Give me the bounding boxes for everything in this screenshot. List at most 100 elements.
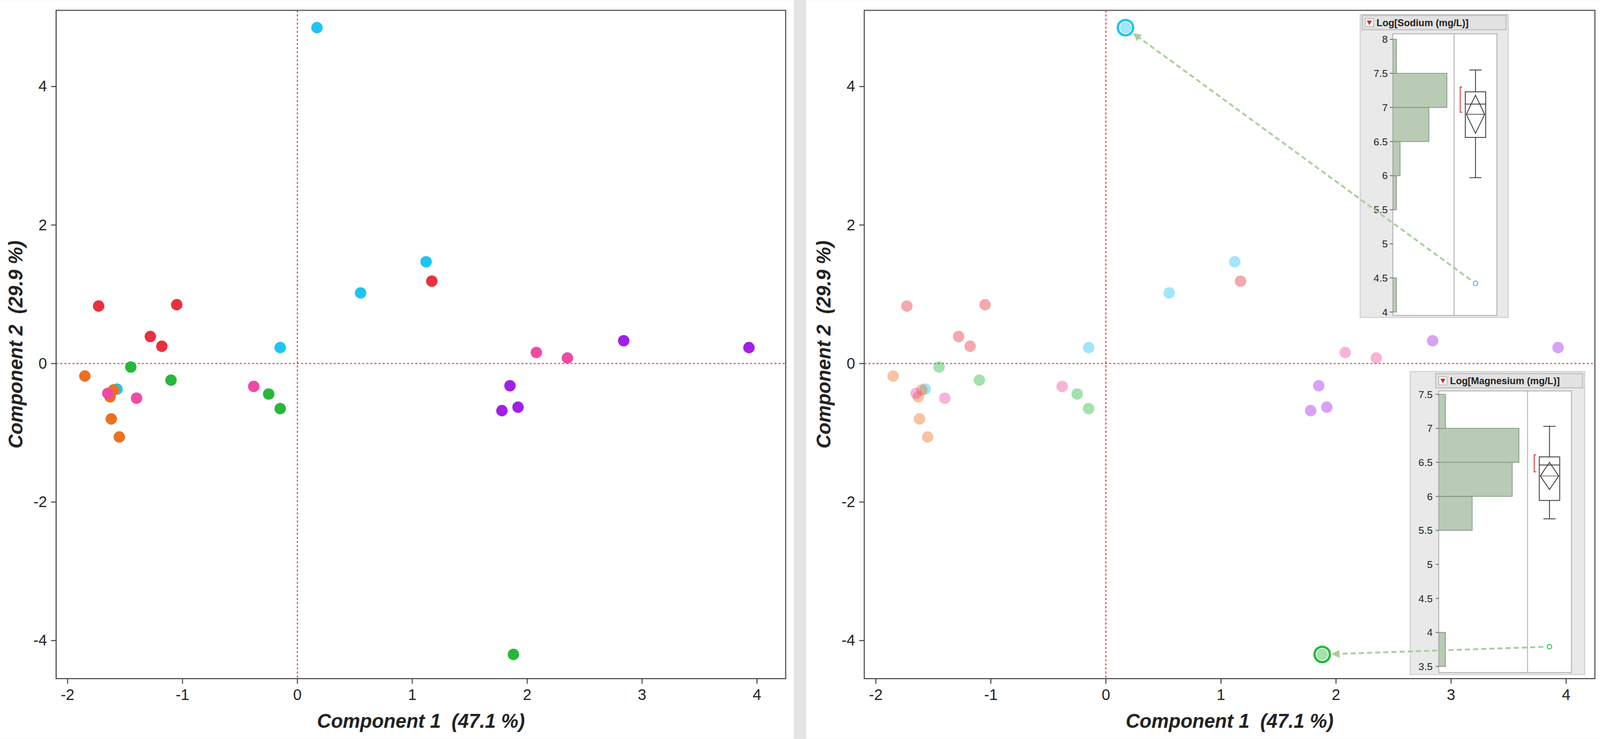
point	[901, 300, 913, 312]
point	[105, 413, 118, 425]
x-tick	[756, 678, 758, 685]
inset-divider	[1527, 391, 1529, 673]
whisker-cap	[1543, 518, 1556, 520]
y-tick	[1435, 632, 1440, 633]
y-tick-label: 6	[1381, 169, 1388, 182]
point	[1119, 21, 1131, 34]
y-tick	[1389, 141, 1394, 142]
box-outlier	[1547, 644, 1552, 649]
point	[425, 275, 438, 287]
inset-marks	[1438, 394, 1560, 667]
point	[910, 387, 922, 399]
point	[92, 300, 105, 312]
histogram-bar	[1438, 598, 1440, 633]
point	[913, 413, 926, 425]
mean-diamond	[1466, 95, 1485, 134]
x-tick-label: 3	[638, 686, 647, 704]
histogram-bar	[1392, 107, 1429, 142]
x-tick	[412, 678, 414, 685]
point	[973, 374, 985, 386]
reference-line	[1105, 10, 1107, 679]
y-tick	[859, 501, 865, 503]
whisker-cap	[1469, 69, 1482, 71]
point	[933, 361, 945, 373]
page: -2-101234-4-2024Component 1 (47.1 %)Comp…	[0, 0, 1600, 739]
highlighted-point	[1314, 646, 1331, 663]
box	[1539, 456, 1560, 501]
point	[144, 330, 157, 343]
y-tick	[1389, 106, 1394, 108]
x-tick-label: -2	[868, 686, 883, 704]
inset-title: Log[Sodium (mg/L)]	[1376, 17, 1469, 29]
point	[102, 387, 114, 399]
histogram-bar	[1392, 277, 1397, 313]
x-axis-title: Component 1 (47.1 %)	[1125, 710, 1334, 733]
histogram-bar	[1392, 175, 1397, 211]
y-tick-label: 7.5	[1373, 67, 1388, 80]
point	[171, 299, 183, 311]
panel-background	[805, 0, 1600, 739]
inset-header	[1362, 15, 1506, 30]
y-tick-label: 7.5	[1418, 389, 1433, 401]
whisker	[1549, 426, 1551, 457]
y-tick-label: 2	[38, 216, 48, 234]
mean-line	[1466, 113, 1485, 115]
point	[952, 330, 965, 343]
point	[887, 370, 899, 382]
x-tick	[1335, 678, 1337, 685]
x-tick	[875, 678, 877, 685]
histogram-bar	[1392, 141, 1400, 176]
link-arrow	[1134, 34, 1471, 280]
plot-area	[56, 10, 786, 679]
x-tick	[1450, 678, 1452, 685]
background	[0, 0, 1600, 739]
whisker	[1474, 137, 1477, 178]
y-tick	[1389, 209, 1394, 211]
plot-frame	[864, 10, 1595, 679]
y-tick	[1389, 73, 1394, 74]
point	[354, 286, 367, 299]
point	[262, 388, 275, 400]
point	[979, 299, 991, 311]
histogram-bar	[1438, 428, 1519, 463]
plot-frame	[56, 10, 786, 679]
point	[420, 255, 432, 268]
y-tick	[1435, 462, 1440, 463]
histogram-bar	[1438, 530, 1440, 565]
histogram-bar	[1392, 243, 1394, 278]
point	[274, 342, 286, 354]
y-tick-label: 3.5	[1418, 661, 1433, 673]
inset-plot	[1392, 33, 1497, 316]
y-tick	[50, 640, 57, 642]
point	[504, 379, 516, 392]
x-tick-label: 0	[1101, 686, 1110, 704]
y-tick-label: -2	[33, 493, 47, 511]
y-tick	[1389, 39, 1394, 40]
histogram-bar	[1392, 210, 1394, 245]
point	[1370, 352, 1382, 364]
y-tick-label: 0	[846, 354, 856, 372]
point	[1305, 405, 1317, 417]
y-tick-label: 2	[846, 216, 856, 234]
x-tick	[1220, 678, 1222, 685]
point	[311, 21, 323, 34]
y-tick	[1435, 597, 1440, 599]
histogram-bar	[1438, 394, 1446, 429]
y-tick-label: 4	[38, 77, 48, 95]
y-tick	[859, 362, 865, 364]
whisker	[1549, 500, 1551, 519]
x-tick	[1105, 678, 1107, 685]
point	[125, 361, 137, 373]
reference-line	[56, 362, 786, 364]
y-tick	[1389, 243, 1394, 245]
y-tick-label: 8	[1381, 33, 1388, 45]
y-tick-label: 6	[1426, 491, 1433, 503]
x-tick-label: -1	[983, 686, 998, 704]
point	[130, 392, 143, 404]
x-tick	[641, 678, 643, 685]
inset-marks	[1392, 39, 1486, 313]
histogram-bar	[1392, 39, 1397, 74]
point	[1071, 388, 1083, 400]
disclosure-icon	[1440, 378, 1446, 384]
point	[1163, 286, 1175, 299]
